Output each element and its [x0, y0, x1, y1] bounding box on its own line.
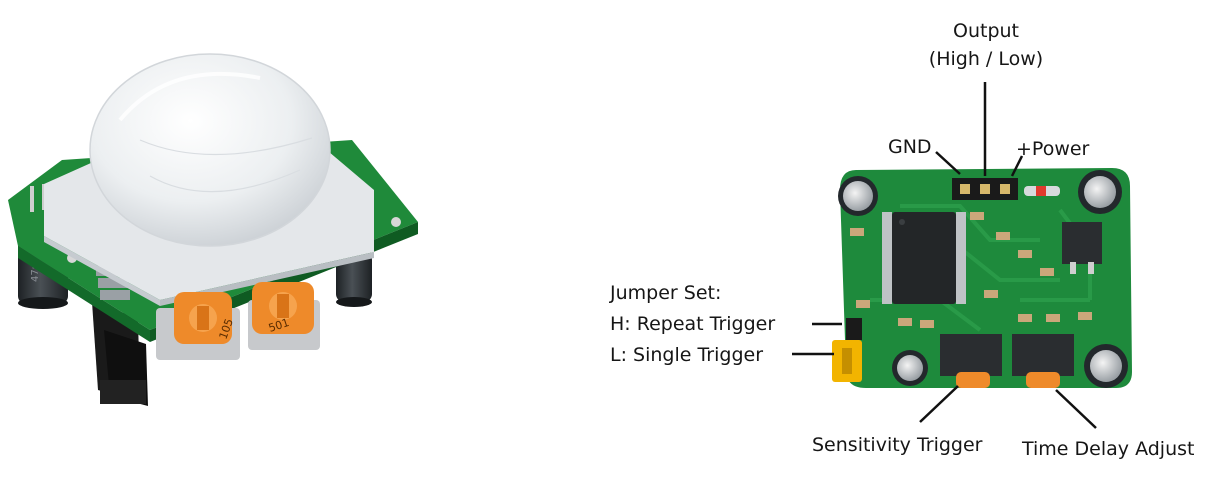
svg-text:47uF: 47uF: [30, 257, 41, 282]
capacitor-bottom-left: [892, 350, 928, 386]
voltage-regulator: [1062, 222, 1102, 274]
module-top-view: [832, 168, 1132, 388]
fresnel-dome-lens: [89, 53, 331, 247]
label-time-delay: Time Delay Adjust: [1022, 438, 1195, 460]
header-pins-top: [952, 178, 1018, 200]
potentiometer-right-3d: 501: [248, 282, 320, 350]
label-jumper-h: H: Repeat Trigger: [610, 313, 776, 335]
potentiometer-sensitivity: [940, 334, 1002, 388]
potentiometer-time-delay: [1012, 334, 1074, 388]
smd-components: [850, 212, 1092, 328]
label-jumper-set: Jumper Set:: [610, 282, 722, 304]
capacitor-top-left: [838, 176, 878, 216]
label-gnd: GND: [888, 136, 932, 158]
label-power: +Power: [1016, 138, 1090, 160]
potentiometer-left-3d: 105: [156, 292, 240, 360]
pot-code-right: 501: [267, 316, 291, 335]
label-jumper-l: L: Single Trigger: [610, 344, 764, 366]
leader-gnd: [935, 151, 961, 175]
leader-time-delay: [1055, 389, 1097, 429]
capacitor-top-right: [1078, 170, 1122, 214]
leader-power: [1010, 155, 1024, 177]
label-output: Output: [953, 20, 1019, 42]
diode: [1024, 186, 1060, 196]
label-sensitivity: Sensitivity Trigger: [812, 434, 983, 456]
ic-chip: [882, 212, 966, 304]
capacitor-bottom-right: [1084, 344, 1128, 388]
callout-lines: [792, 82, 1097, 429]
module-3d-photo: 47uF: [8, 53, 418, 406]
jumper-block: [832, 318, 862, 382]
label-output-sub: (High / Low): [928, 48, 1044, 70]
leader-sensitivity: [919, 385, 959, 423]
